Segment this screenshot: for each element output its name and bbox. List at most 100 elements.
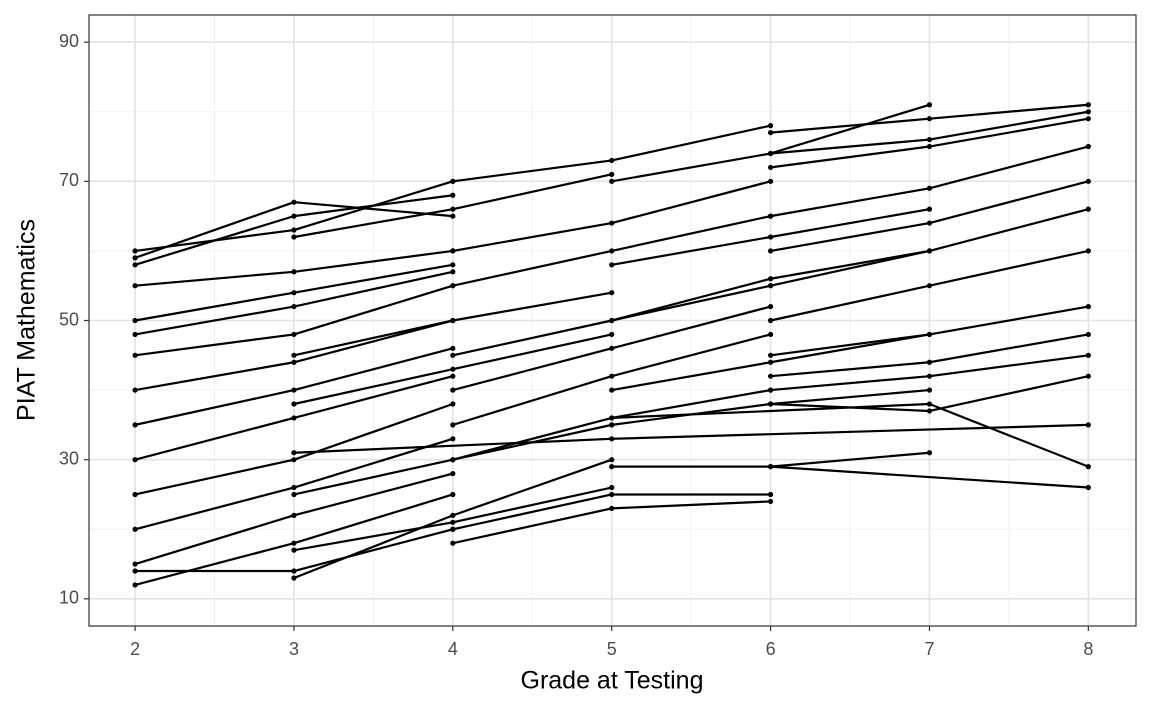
data-point (1085, 303, 1091, 310)
data-point (450, 512, 456, 518)
data-point (291, 331, 297, 338)
data-point (1085, 206, 1091, 212)
data-point (291, 547, 297, 553)
data-point (926, 185, 933, 191)
data-point (450, 192, 456, 198)
data-point (291, 359, 297, 365)
x-tick-label: 4 (448, 639, 458, 659)
y-axis-title: PIAT Mathematics (13, 219, 41, 421)
data-point (450, 491, 456, 498)
data-point (291, 575, 297, 581)
data-point (291, 199, 297, 205)
data-point (926, 102, 933, 108)
data-point (609, 436, 615, 442)
data-point (609, 220, 615, 226)
x-tick-label: 2 (130, 639, 140, 659)
data-point (450, 269, 456, 275)
data-point (291, 303, 297, 310)
data-point (609, 262, 615, 268)
data-point (609, 317, 615, 324)
data-point (609, 171, 615, 177)
data-point (450, 401, 456, 407)
data-point (450, 178, 456, 184)
data-point (291, 213, 297, 219)
y-tick-label: 10 (59, 588, 79, 608)
data-point (926, 206, 933, 212)
data-point (291, 269, 297, 275)
data-point (291, 540, 297, 546)
data-point (609, 373, 615, 379)
data-point (767, 331, 774, 338)
data-point (132, 568, 138, 574)
data-point (450, 345, 456, 351)
data-point (767, 283, 774, 289)
data-point (926, 401, 933, 407)
plot-area (132, 102, 1091, 588)
data-point (450, 206, 456, 212)
data-point (450, 526, 456, 532)
data-point (926, 220, 933, 226)
data-point (767, 303, 774, 310)
data-point (767, 164, 774, 171)
data-point (767, 359, 774, 365)
data-point (132, 526, 138, 532)
data-point (926, 136, 933, 143)
data-point (132, 262, 138, 268)
data-point (450, 283, 456, 289)
data-point (926, 331, 933, 338)
data-point (1085, 248, 1091, 254)
x-axis-title: Grade at Testing (521, 667, 704, 695)
data-point (609, 178, 615, 184)
data-point (767, 276, 774, 282)
data-point (291, 401, 297, 407)
data-point (609, 248, 615, 254)
data-point (450, 422, 456, 428)
data-point (926, 283, 933, 289)
data-point (926, 116, 933, 122)
data-point (291, 450, 297, 456)
data-point (291, 234, 297, 240)
data-point (450, 519, 456, 525)
data-point (609, 290, 615, 296)
data-point (767, 234, 774, 240)
data-point (609, 505, 615, 511)
data-point (132, 352, 138, 358)
data-point (767, 317, 774, 324)
y-tick-label: 90 (59, 31, 79, 51)
data-point (450, 540, 456, 546)
data-point (767, 464, 774, 470)
x-tick-label: 8 (1083, 639, 1093, 659)
data-point (1085, 331, 1091, 338)
data-point (767, 401, 774, 407)
data-point (291, 484, 297, 491)
data-point (609, 464, 615, 470)
x-tick-label: 7 (924, 639, 934, 659)
data-point (767, 387, 774, 393)
data-point (926, 359, 933, 365)
data-point (450, 262, 456, 268)
y-tick-label: 30 (59, 448, 79, 468)
data-point (609, 422, 615, 428)
data-point (132, 457, 138, 463)
data-point (1085, 484, 1091, 491)
data-point (450, 470, 456, 477)
data-point (1085, 464, 1091, 470)
data-point (609, 491, 615, 498)
data-point (1085, 178, 1091, 184)
data-point (132, 422, 138, 428)
data-point (926, 408, 933, 414)
data-point (767, 150, 774, 157)
data-point (291, 512, 297, 518)
data-point (450, 457, 456, 463)
data-point (609, 345, 615, 351)
data-point (132, 255, 138, 261)
data-point (291, 227, 297, 233)
data-point (926, 143, 933, 150)
data-point (609, 157, 615, 164)
data-point (609, 387, 615, 393)
x-tick-label: 6 (766, 639, 776, 659)
data-point (1085, 352, 1091, 358)
series-line (770, 465, 1089, 489)
